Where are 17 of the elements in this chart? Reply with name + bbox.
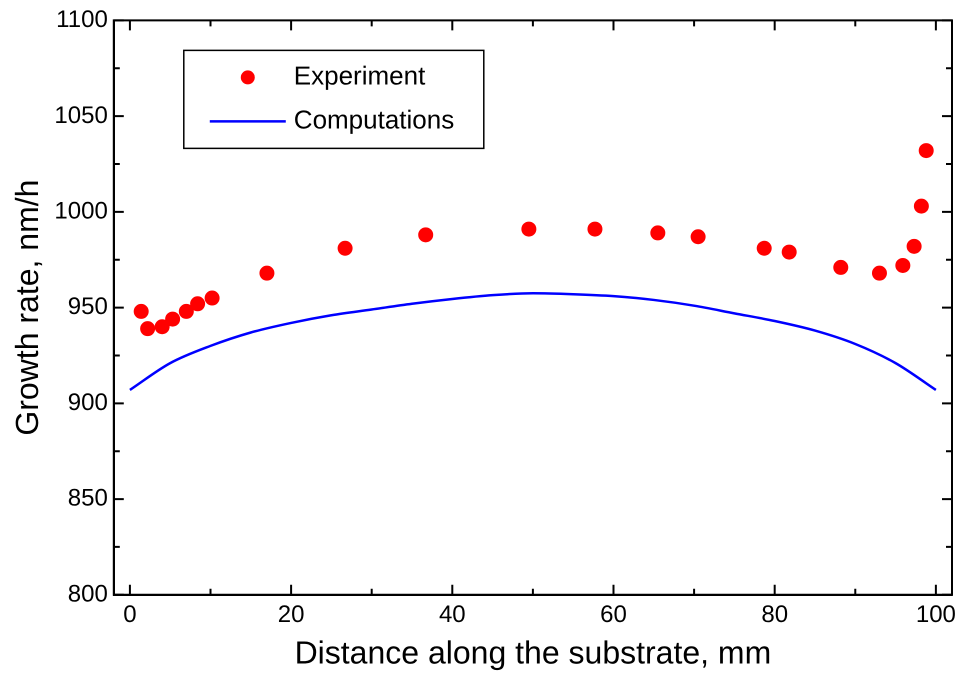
y-tick-label: 1100 xyxy=(56,6,108,34)
x-tick-label: 100 xyxy=(916,600,956,628)
y-tick-label: 1000 xyxy=(54,197,108,224)
y-tick-label: 1050 xyxy=(54,102,108,129)
y-axis-title: Growth rate, nm/h xyxy=(9,180,46,436)
x-tick-label: 20 xyxy=(278,600,304,628)
legend-label: Experiment xyxy=(294,60,426,91)
y-tick-label: 850 xyxy=(68,484,108,512)
x-tick-label: 60 xyxy=(600,600,627,628)
y-tick-label: 900 xyxy=(68,388,108,416)
x-tick-label: 80 xyxy=(761,600,788,628)
x-tick-label: 0 xyxy=(123,600,137,628)
y-tick-label: 800 xyxy=(68,580,108,608)
legend-label: Computations xyxy=(294,104,454,135)
x-axis-title: Distance along the substrate, mm xyxy=(294,634,772,671)
x-tick-label: 40 xyxy=(438,600,466,628)
y-tick-label: 950 xyxy=(68,293,108,320)
